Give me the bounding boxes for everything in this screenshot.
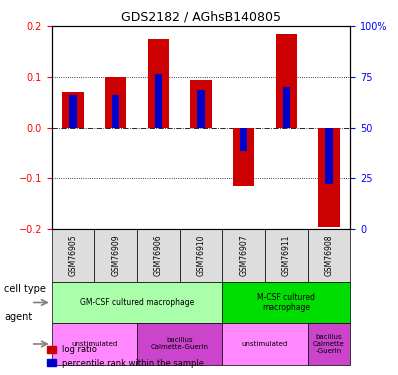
- Bar: [148, 39, 169, 128]
- FancyBboxPatch shape: [179, 229, 222, 282]
- Text: GSM76911: GSM76911: [282, 235, 291, 276]
- Text: GSM76910: GSM76910: [197, 235, 205, 276]
- FancyBboxPatch shape: [308, 323, 350, 365]
- Bar: [112, 95, 119, 128]
- Text: GSM76908: GSM76908: [324, 235, 334, 276]
- Text: bacillus
Calmette
-Guerin: bacillus Calmette -Guerin: [313, 334, 345, 354]
- Bar: [197, 90, 205, 128]
- FancyBboxPatch shape: [308, 229, 350, 282]
- Bar: [190, 80, 212, 128]
- Text: GSM76909: GSM76909: [111, 235, 120, 276]
- Bar: [325, 128, 333, 183]
- Bar: [233, 128, 254, 186]
- Text: bacillus
Calmette-Guerin: bacillus Calmette-Guerin: [151, 338, 209, 351]
- Text: M-CSF cultured
macrophage: M-CSF cultured macrophage: [257, 293, 315, 312]
- FancyBboxPatch shape: [265, 229, 308, 282]
- Bar: [69, 95, 77, 128]
- FancyBboxPatch shape: [222, 323, 308, 365]
- Text: GSM76905: GSM76905: [68, 235, 78, 276]
- Bar: [240, 128, 248, 150]
- FancyBboxPatch shape: [52, 229, 94, 282]
- FancyBboxPatch shape: [52, 282, 222, 323]
- Bar: [283, 87, 290, 128]
- Text: unstimulated: unstimulated: [71, 341, 117, 347]
- Bar: [105, 77, 127, 128]
- Bar: [154, 75, 162, 128]
- Text: GM-CSF cultured macrophage: GM-CSF cultured macrophage: [80, 298, 194, 307]
- FancyBboxPatch shape: [222, 229, 265, 282]
- Text: agent: agent: [4, 312, 32, 322]
- Text: unstimulated: unstimulated: [242, 341, 288, 347]
- Legend: log ratio, percentile rank within the sample: log ratio, percentile rank within the sa…: [44, 342, 208, 371]
- FancyBboxPatch shape: [94, 229, 137, 282]
- Bar: [318, 128, 339, 226]
- Bar: [62, 92, 84, 128]
- Bar: [275, 34, 297, 128]
- FancyBboxPatch shape: [222, 282, 350, 323]
- Title: GDS2182 / AGhsB140805: GDS2182 / AGhsB140805: [121, 11, 281, 24]
- Text: GSM76907: GSM76907: [239, 235, 248, 276]
- FancyBboxPatch shape: [137, 323, 222, 365]
- FancyBboxPatch shape: [137, 229, 179, 282]
- Text: cell type: cell type: [4, 284, 46, 294]
- Text: GSM76906: GSM76906: [154, 235, 163, 276]
- FancyBboxPatch shape: [52, 323, 137, 365]
